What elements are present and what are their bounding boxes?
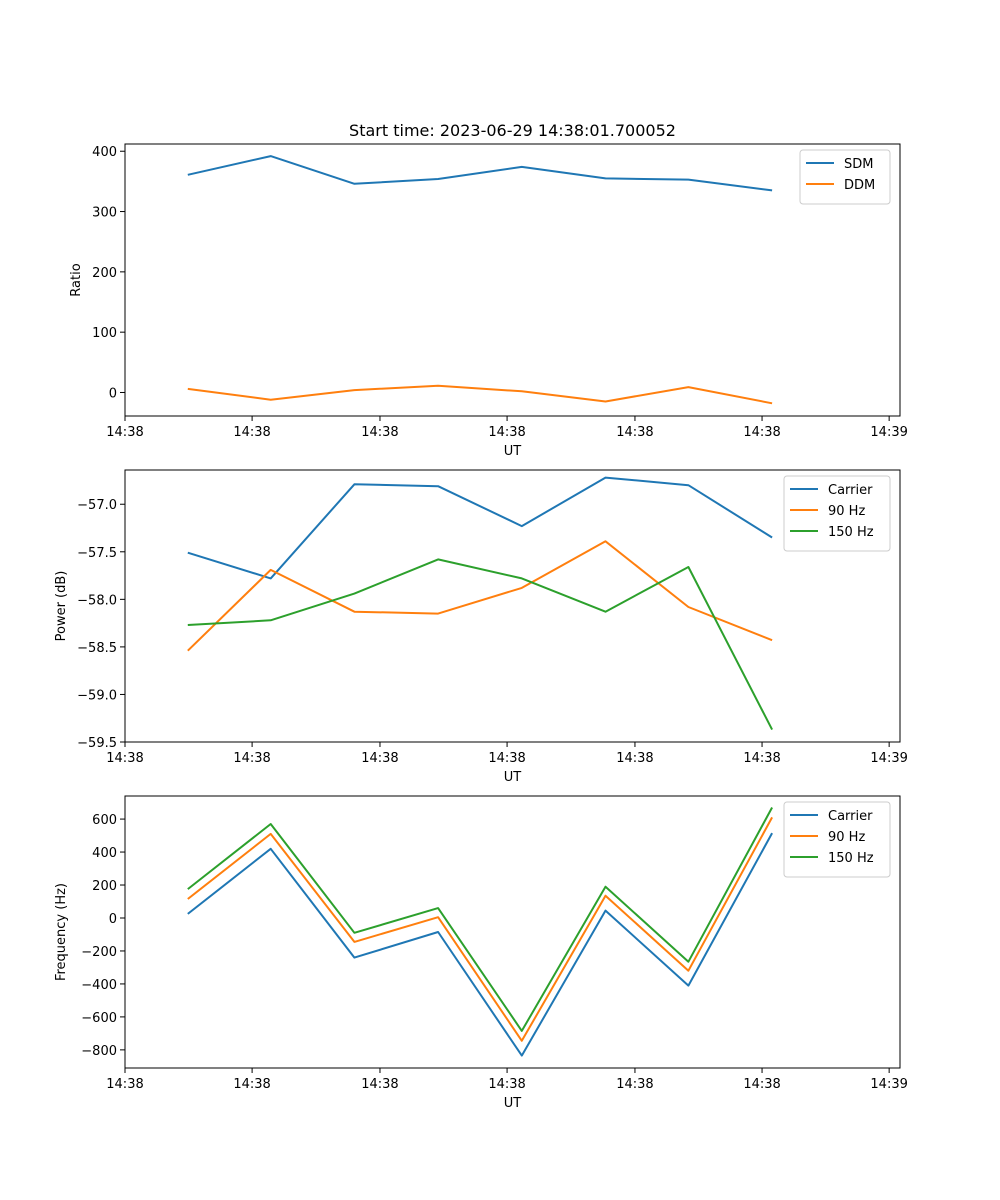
y-tick-label: 400 (92, 145, 117, 160)
y-tick-label: −800 (81, 1044, 117, 1059)
subplot-1: 14:38 14:38 14:38 14:38 14:38 14:38 14:39 0 100 2… (69, 121, 908, 459)
legend-label: 90 Hz (828, 504, 865, 519)
y-tick-label: 0 (109, 386, 117, 401)
y-axis-label: Ratio (69, 263, 84, 296)
y-tick-label: −200 (81, 945, 117, 960)
x-tick-label: 14:38 (488, 751, 525, 766)
y-tick-label: −57.5 (77, 546, 117, 561)
y-tick-label: −400 (81, 978, 117, 993)
x-tick-label: 14:39 (870, 1077, 907, 1092)
x-tick-label: 14:38 (488, 1077, 525, 1092)
x-tick-label: 14:38 (106, 425, 143, 440)
legend: Carrier 90 Hz 150 Hz (783, 801, 891, 878)
x-tick-label: 14:38 (616, 751, 653, 766)
x-tick-label: 14:38 (106, 1077, 143, 1092)
x-tick-label: 14:38 (106, 751, 143, 766)
y-tick-label: −59.5 (77, 736, 117, 751)
series-line-90-hz (187, 540, 773, 652)
legend-label: 90 Hz (828, 830, 865, 845)
y-axis-label: Frequency (Hz) (54, 883, 69, 981)
x-tick-label: 14:38 (743, 1077, 780, 1092)
y-tick-label: 200 (92, 879, 117, 894)
x-tick-label: 14:38 (361, 425, 398, 440)
y-tick-label: −57.0 (77, 498, 117, 513)
legend: SDM DDM (799, 149, 891, 205)
x-tick-label: 14:38 (361, 1077, 398, 1092)
series-line-150-hz (187, 558, 773, 731)
chart-title: Start time: 2023-06-29 14:38:01.700052 (349, 121, 676, 140)
y-tick-label: 200 (92, 266, 117, 281)
series-line-90-hz (187, 816, 773, 1042)
y-tick-label: 400 (92, 846, 117, 861)
x-tick-label: 14:38 (616, 425, 653, 440)
y-axis-label: Power (dB) (54, 571, 69, 642)
x-axis-label: UT (504, 770, 522, 785)
x-tick-label: 14:38 (233, 425, 270, 440)
y-tick-label: 0 (109, 912, 117, 927)
legend-label: Carrier (828, 809, 873, 824)
x-tick-label: 14:38 (743, 425, 780, 440)
series-line-sdm (187, 155, 773, 192)
y-tick-label: −58.5 (77, 641, 117, 656)
x-tick-label: 14:38 (616, 1077, 653, 1092)
x-tick-label: 14:38 (233, 751, 270, 766)
x-tick-label: 14:39 (870, 751, 907, 766)
subplot-3: 14:38 14:38 14:38 14:38 14:38 14:38 14:39 −800 −… (54, 795, 908, 1111)
series-line-ddm (187, 384, 773, 405)
y-tick-label: −600 (81, 1011, 117, 1026)
axes-frame (124, 143, 901, 417)
y-tick-label: −58.0 (77, 593, 117, 608)
legend-box (783, 801, 891, 878)
y-tick-label: 300 (92, 206, 117, 221)
legend-box (783, 475, 891, 552)
series-line-carrier (187, 476, 773, 580)
legend-label: 150 Hz (828, 851, 874, 866)
legend-label: Carrier (828, 483, 873, 498)
axes-frame (124, 795, 901, 1069)
series-line-carrier (187, 832, 773, 1057)
legend: Carrier 90 Hz 150 Hz (783, 475, 891, 552)
x-tick-label: 14:38 (361, 751, 398, 766)
legend-label: DDM (844, 178, 875, 193)
series-line-150-hz (187, 807, 773, 1032)
x-tick-label: 14:38 (743, 751, 780, 766)
subplot-2: 14:38 14:38 14:38 14:38 14:38 14:38 14:39 −59.5… (54, 469, 908, 785)
y-tick-label: −59.0 (77, 688, 117, 703)
x-tick-label: 14:38 (488, 425, 525, 440)
y-tick-label: 100 (92, 326, 117, 341)
x-axis-label: UT (504, 1096, 522, 1111)
legend-label: SDM (844, 157, 873, 172)
x-axis-label: UT (504, 444, 522, 459)
legend-label: 150 Hz (828, 525, 874, 540)
x-tick-label: 14:38 (233, 1077, 270, 1092)
axes-frame (124, 469, 901, 743)
x-tick-label: 14:39 (870, 425, 907, 440)
y-tick-label: 600 (92, 813, 117, 828)
